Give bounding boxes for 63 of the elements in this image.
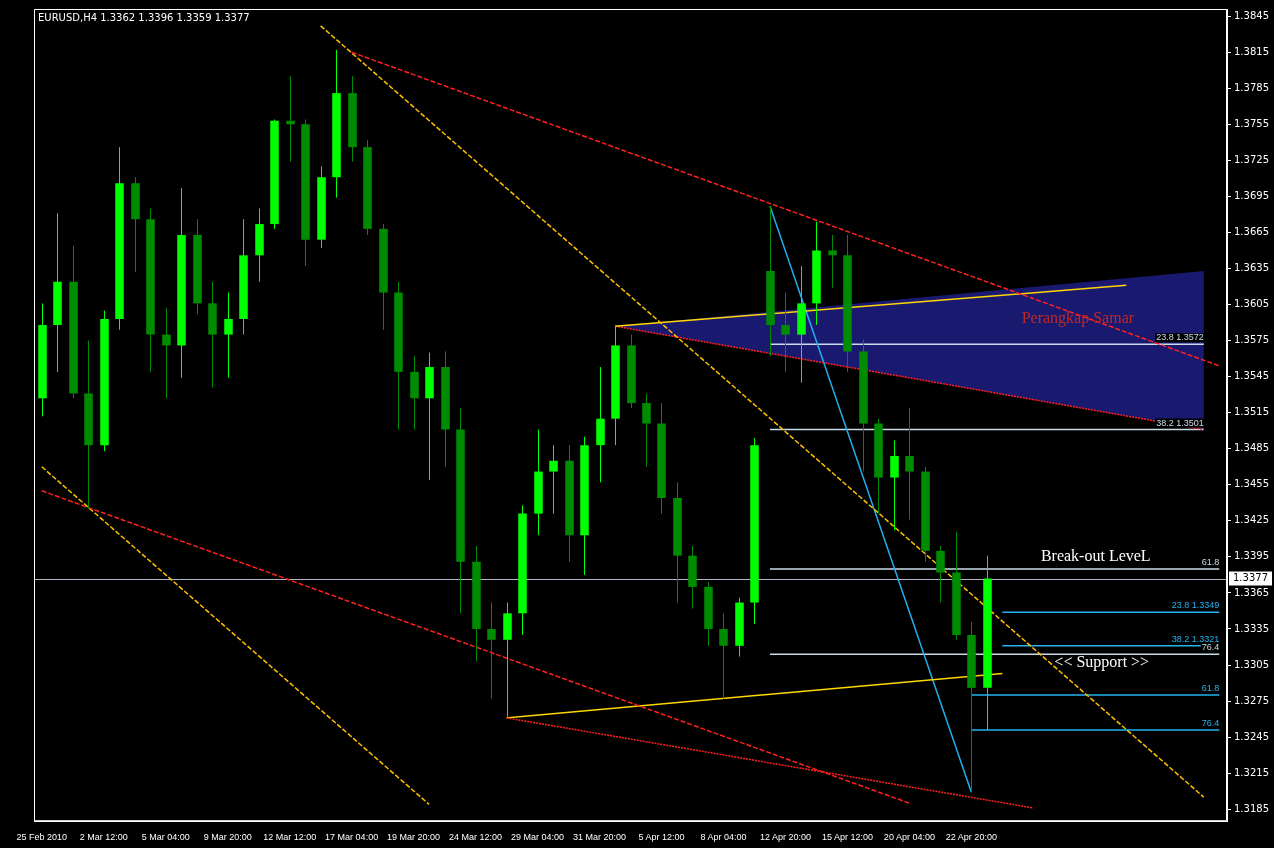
- y-tick-label: 1.3785: [1234, 81, 1270, 93]
- chart-title: EURUSD,H4 1.3362 1.3396 1.3359 1.3377: [38, 11, 250, 23]
- series-label: 61.8: [1201, 683, 1220, 694]
- y-tick-label: 1.3575: [1234, 334, 1270, 346]
- x-tick-label: 31 Mar 20:00: [572, 832, 627, 843]
- series-label: 61.8: [1201, 556, 1220, 567]
- y-tick-label: 1.3545: [1234, 370, 1270, 382]
- candlestick: [487, 602, 496, 700]
- y-tick-label: 1.3635: [1234, 262, 1270, 274]
- y-tick-label: 1.3845: [1234, 9, 1270, 21]
- y-tick-label: 1.3335: [1234, 622, 1270, 634]
- y-tick-label: 1.3485: [1234, 442, 1270, 454]
- series-label: 38.2 1.3321: [1171, 633, 1220, 644]
- x-tick-label: 15 Apr 12:00: [821, 832, 873, 843]
- x-tick-label: 12 Apr 20:00: [759, 832, 811, 843]
- x-tick-label: 17 Mar 04:00: [325, 832, 379, 843]
- series-label: 38.2 1.3501: [1156, 417, 1204, 428]
- y-tick-label: 1.3725: [1234, 153, 1270, 165]
- y-tick-label: 1.3425: [1234, 514, 1270, 526]
- y-tick-label: 1.3185: [1234, 802, 1270, 814]
- y-tick-label: 1.3515: [1234, 406, 1270, 418]
- candlestick: [224, 292, 233, 379]
- annotation: << Support >>: [1054, 653, 1150, 672]
- y-tick-label: 1.3695: [1234, 190, 1270, 202]
- candlestick: [828, 234, 837, 289]
- candlestick: [162, 307, 171, 399]
- y-tick-label: 1.3755: [1234, 117, 1270, 129]
- series-label: 76.4: [1201, 717, 1220, 728]
- candlestick: [890, 439, 899, 531]
- candlestick: [549, 444, 558, 515]
- candlestick: [642, 392, 651, 468]
- y-tick-label: 1.3275: [1234, 694, 1270, 706]
- x-tick-label: 22 Apr 20:00: [945, 832, 997, 843]
- y-tick-label: 1.3815: [1234, 45, 1270, 57]
- x-tick-label: 29 Mar 04:00: [511, 832, 565, 843]
- x-tick-label: 12 Mar 12:00: [263, 832, 317, 843]
- x-tick-label: 2 Mar 12:00: [79, 832, 128, 843]
- y-tick-label: 1.3215: [1234, 766, 1270, 778]
- series-label: 23.8 1.3572: [1156, 332, 1204, 343]
- y-tick-label: 1.3665: [1234, 226, 1270, 238]
- candlestick: [781, 292, 790, 373]
- x-tick-label: 8 Apr 04:00: [700, 832, 747, 843]
- y-tick-label: 1.3305: [1234, 658, 1270, 670]
- x-tick-label: 9 Mar 20:00: [203, 832, 252, 843]
- x-tick-label: 19 Mar 20:00: [387, 832, 441, 843]
- annotation: Perangkap Samar: [1021, 309, 1135, 328]
- series-label: 23.8 1.3349: [1171, 600, 1220, 611]
- y-tick-label: 1.3365: [1234, 586, 1270, 598]
- x-tick-label: 25 Feb 2010: [16, 832, 68, 843]
- x-tick-label: 24 Mar 12:00: [449, 832, 503, 843]
- candlestick: [905, 407, 914, 521]
- y-tick-label: 1.3455: [1234, 478, 1270, 490]
- ref-line-label: 1.3377: [1233, 572, 1269, 584]
- x-tick-label: 5 Mar 04:00: [141, 832, 190, 843]
- x-tick-label: 20 Apr 04:00: [883, 832, 935, 843]
- y-tick-label: 1.3245: [1234, 730, 1270, 742]
- x-tick-label: 5 Apr 12:00: [638, 832, 685, 843]
- candlestick: [936, 545, 945, 604]
- series-label: 76.4: [1201, 642, 1220, 653]
- y-tick-label: 1.3395: [1234, 550, 1270, 562]
- annotation: Break-out LeveL: [1040, 546, 1151, 564]
- y-tick-label: 1.3605: [1234, 298, 1270, 310]
- candlestick: [719, 612, 728, 700]
